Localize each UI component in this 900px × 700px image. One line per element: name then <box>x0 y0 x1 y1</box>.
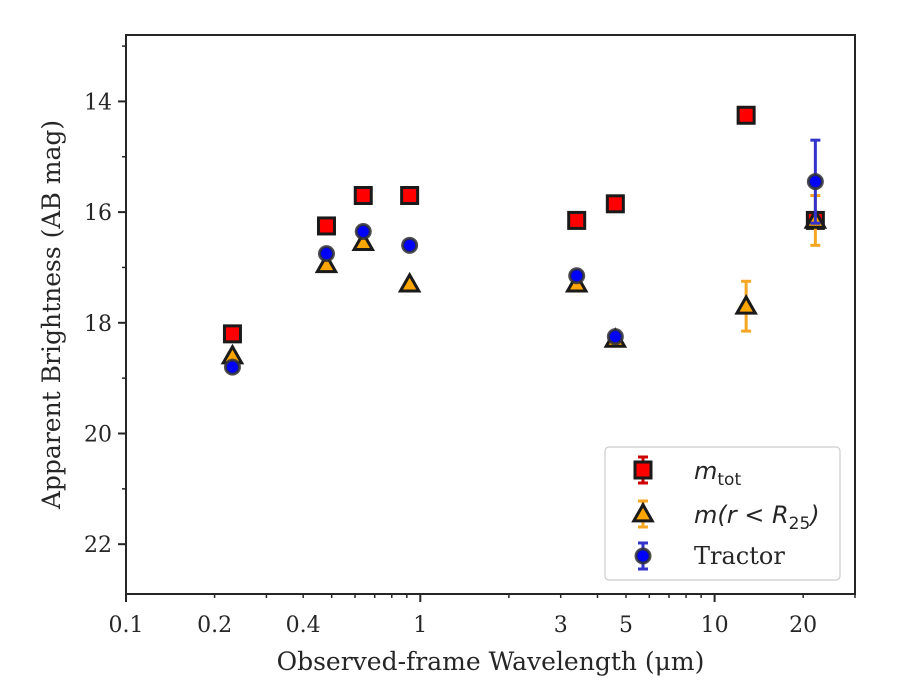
x-tick-label: 1 <box>413 613 427 638</box>
series-square <box>222 105 825 344</box>
legend-label: m(r < R25) <box>694 501 820 534</box>
x-tick-label: 0.4 <box>286 613 321 638</box>
legend-label: mtot <box>694 457 741 490</box>
data-point-triangle <box>314 252 339 274</box>
data-point-square <box>222 324 242 344</box>
x-axis: 0.1 0.2 0.4 1 3 5 10 20 <box>109 594 856 638</box>
data-point-square <box>605 194 625 214</box>
x-axis-label: Observed-frame Wavelength (μm) <box>277 647 705 676</box>
data-point-square <box>353 186 373 206</box>
data-point-square <box>400 186 420 206</box>
legend-marker-circle <box>634 547 652 565</box>
x-tick-label: 0.1 <box>109 613 144 638</box>
series-circle <box>223 138 824 376</box>
y-axis: 14 16 18 20 22 <box>84 45 126 558</box>
legend-label: Tractor <box>694 542 785 570</box>
y-tick-label: 22 <box>84 533 112 558</box>
data-point-circle <box>568 267 586 285</box>
data-point-circle <box>606 328 624 346</box>
data-point-circle <box>806 173 824 191</box>
legend-marker-square <box>633 460 653 480</box>
y-tick-label: 20 <box>84 422 112 447</box>
data-point-circle <box>354 222 372 240</box>
data-point-triangle <box>397 271 422 293</box>
legend-box <box>604 446 841 581</box>
data-point-triangle <box>351 230 376 251</box>
data-point-circle <box>317 245 335 263</box>
plot-frame <box>125 34 856 595</box>
x-tick-label: 3 <box>554 613 568 638</box>
legend: mtot m(r < R25) Tractor <box>604 446 841 581</box>
data-point-circle <box>223 358 241 376</box>
legend-marker-triangle <box>631 501 655 523</box>
x-tick-label: 20 <box>789 613 817 638</box>
x-tick-label: 0.2 <box>197 613 232 638</box>
y-tick-label: 14 <box>84 90 112 115</box>
x-tick-label: 5 <box>619 613 633 638</box>
y-tick-label: 16 <box>84 201 112 226</box>
data-point-triangle <box>734 293 758 315</box>
y-tick-label: 18 <box>84 312 112 337</box>
series-triangle <box>220 194 828 365</box>
data-point-circle <box>401 236 419 254</box>
data-point-square <box>316 216 336 236</box>
x-tick-label: 10 <box>701 613 729 638</box>
y-axis-label: Apparent Brightness (AB mag) <box>37 120 66 510</box>
data-point-square <box>567 210 587 230</box>
chart-marks <box>220 105 828 376</box>
data-point-square <box>736 105 756 125</box>
